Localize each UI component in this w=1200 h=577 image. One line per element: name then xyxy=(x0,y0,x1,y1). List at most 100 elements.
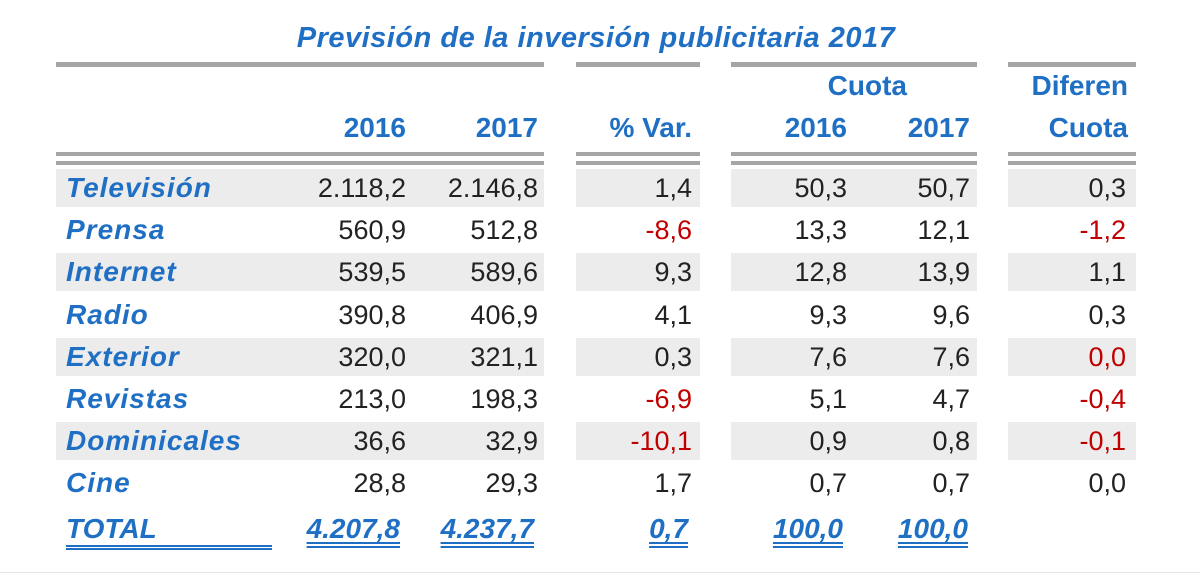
cell-v2016: 320,0 xyxy=(338,341,406,372)
header-cuota: Cuota xyxy=(827,70,907,101)
row-stripe xyxy=(56,422,544,461)
cell-v2017: 512,8 xyxy=(470,215,538,246)
cell-dif: 0,3 xyxy=(1088,173,1126,203)
cell-v2016: 213,0 xyxy=(338,384,406,414)
row-label: Cine xyxy=(66,467,131,499)
cell-v2016: 28,8 xyxy=(353,468,406,499)
row-stripe xyxy=(56,337,544,376)
cell-c2016: 7,6 xyxy=(809,341,847,372)
total-2017: 4.237,7 xyxy=(440,513,534,544)
header-cuota-2017: 2017 xyxy=(907,112,970,143)
cell-c2017: 12,1 xyxy=(917,215,970,246)
total-label-underline xyxy=(66,545,272,550)
row-stripe xyxy=(576,253,700,292)
row-stripe xyxy=(731,337,977,376)
header-var: % Var. xyxy=(609,112,692,143)
cell-v2017: 589,6 xyxy=(470,257,538,288)
cell-c2017: 4,7 xyxy=(932,384,970,414)
row-stripe xyxy=(731,169,977,207)
row-label: Internet xyxy=(66,256,177,288)
cell-c2016: 9,3 xyxy=(809,299,847,330)
cell-var: 0,3 xyxy=(654,341,692,372)
row-stripe xyxy=(56,169,544,207)
cell-c2016: 0,9 xyxy=(809,426,847,457)
cell-dif: -0,1 xyxy=(1079,426,1126,457)
cell-v2017: 321,1 xyxy=(470,341,538,372)
cell-var: 4,1 xyxy=(654,299,692,330)
cell-c2016: 13,3 xyxy=(794,215,847,246)
row-label: Televisión xyxy=(66,172,212,203)
mid-rule-cuota xyxy=(731,152,977,156)
cell-v2016: 390,8 xyxy=(338,299,406,330)
cell-c2016: 12,8 xyxy=(794,257,847,288)
row-label: Revistas xyxy=(66,383,190,414)
cell-v2016: 560,9 xyxy=(338,215,406,246)
cell-c2016: 0,7 xyxy=(809,468,847,499)
cell-dif: -1,2 xyxy=(1079,215,1126,246)
cell-v2017: 198,3 xyxy=(470,384,538,414)
header-2017: 2017 xyxy=(475,112,538,143)
bottom-border xyxy=(0,572,1200,573)
row-stripe xyxy=(731,422,977,461)
top-rule-cuota xyxy=(731,62,977,67)
cell-var: 1,7 xyxy=(654,468,692,499)
row-stripe xyxy=(1008,253,1136,292)
row-stripe xyxy=(1008,169,1136,207)
mid-rule-var-2 xyxy=(576,161,700,165)
total-2016: 4.207,8 xyxy=(306,513,400,544)
total-var: 0,7 xyxy=(649,513,688,544)
cell-dif: -0,4 xyxy=(1079,384,1126,414)
top-rule-dif xyxy=(1008,62,1136,67)
row-stripe xyxy=(576,337,700,376)
cell-c2017: 0,7 xyxy=(932,468,970,499)
row-label: Radio xyxy=(66,298,149,330)
mid-rule-main xyxy=(56,152,544,156)
cell-v2017: 29,3 xyxy=(485,468,538,499)
header-dif-top: Diferen xyxy=(1031,70,1128,101)
cell-var: -8,6 xyxy=(645,215,692,246)
total-cuota-2017: 100,0 xyxy=(897,513,968,544)
cell-v2017: 2.146,8 xyxy=(447,173,538,203)
mid-rule-dif-2 xyxy=(1008,161,1136,165)
row-stripe xyxy=(56,253,544,292)
cell-v2016: 539,5 xyxy=(338,257,406,288)
total-label: TOTAL xyxy=(66,513,157,544)
cell-c2016: 5,1 xyxy=(809,384,847,414)
cell-dif: 0,3 xyxy=(1088,299,1126,330)
top-rule-var xyxy=(576,62,700,67)
row-stripe xyxy=(1008,337,1136,376)
mid-rule-cuota-2 xyxy=(731,161,977,165)
cell-var: 9,3 xyxy=(654,257,692,288)
row-stripe xyxy=(1008,422,1136,461)
table-title: Previsión de la inversión publicitaria 2… xyxy=(296,22,896,54)
header-dif-bottom: Cuota xyxy=(1048,112,1128,143)
cell-v2017: 406,9 xyxy=(470,299,538,330)
mid-rule-dif xyxy=(1008,152,1136,156)
mid-rule-var xyxy=(576,152,700,156)
cell-c2017: 0,8 xyxy=(932,426,970,457)
top-rule-main xyxy=(56,62,544,67)
row-stripe xyxy=(576,422,700,461)
row-stripe xyxy=(576,169,700,207)
cell-dif: 0,0 xyxy=(1088,341,1126,372)
cell-c2016: 50,3 xyxy=(794,173,847,203)
header-cuota-2016: 2016 xyxy=(784,112,847,143)
cell-var: 1,4 xyxy=(654,173,692,203)
cell-v2016: 2.118,2 xyxy=(317,173,406,203)
row-label: Dominicales xyxy=(66,425,242,457)
cell-c2017: 50,7 xyxy=(917,173,970,203)
row-label: Prensa xyxy=(66,214,166,246)
header-2016: 2016 xyxy=(343,112,406,143)
cell-dif: 0,0 xyxy=(1088,468,1126,499)
cell-dif: 1,1 xyxy=(1088,257,1126,288)
total-cuota-2016: 100,0 xyxy=(772,513,843,544)
cell-c2017: 7,6 xyxy=(932,341,970,372)
cell-v2016: 36,6 xyxy=(353,426,406,457)
row-label: Exterior xyxy=(66,340,180,372)
cell-var: -6,9 xyxy=(645,384,692,414)
mid-rule-main-2 xyxy=(56,161,544,165)
cell-c2017: 13,9 xyxy=(917,257,970,288)
row-stripe xyxy=(731,253,977,292)
cell-v2017: 32,9 xyxy=(485,426,538,457)
cell-c2017: 9,6 xyxy=(932,299,970,330)
